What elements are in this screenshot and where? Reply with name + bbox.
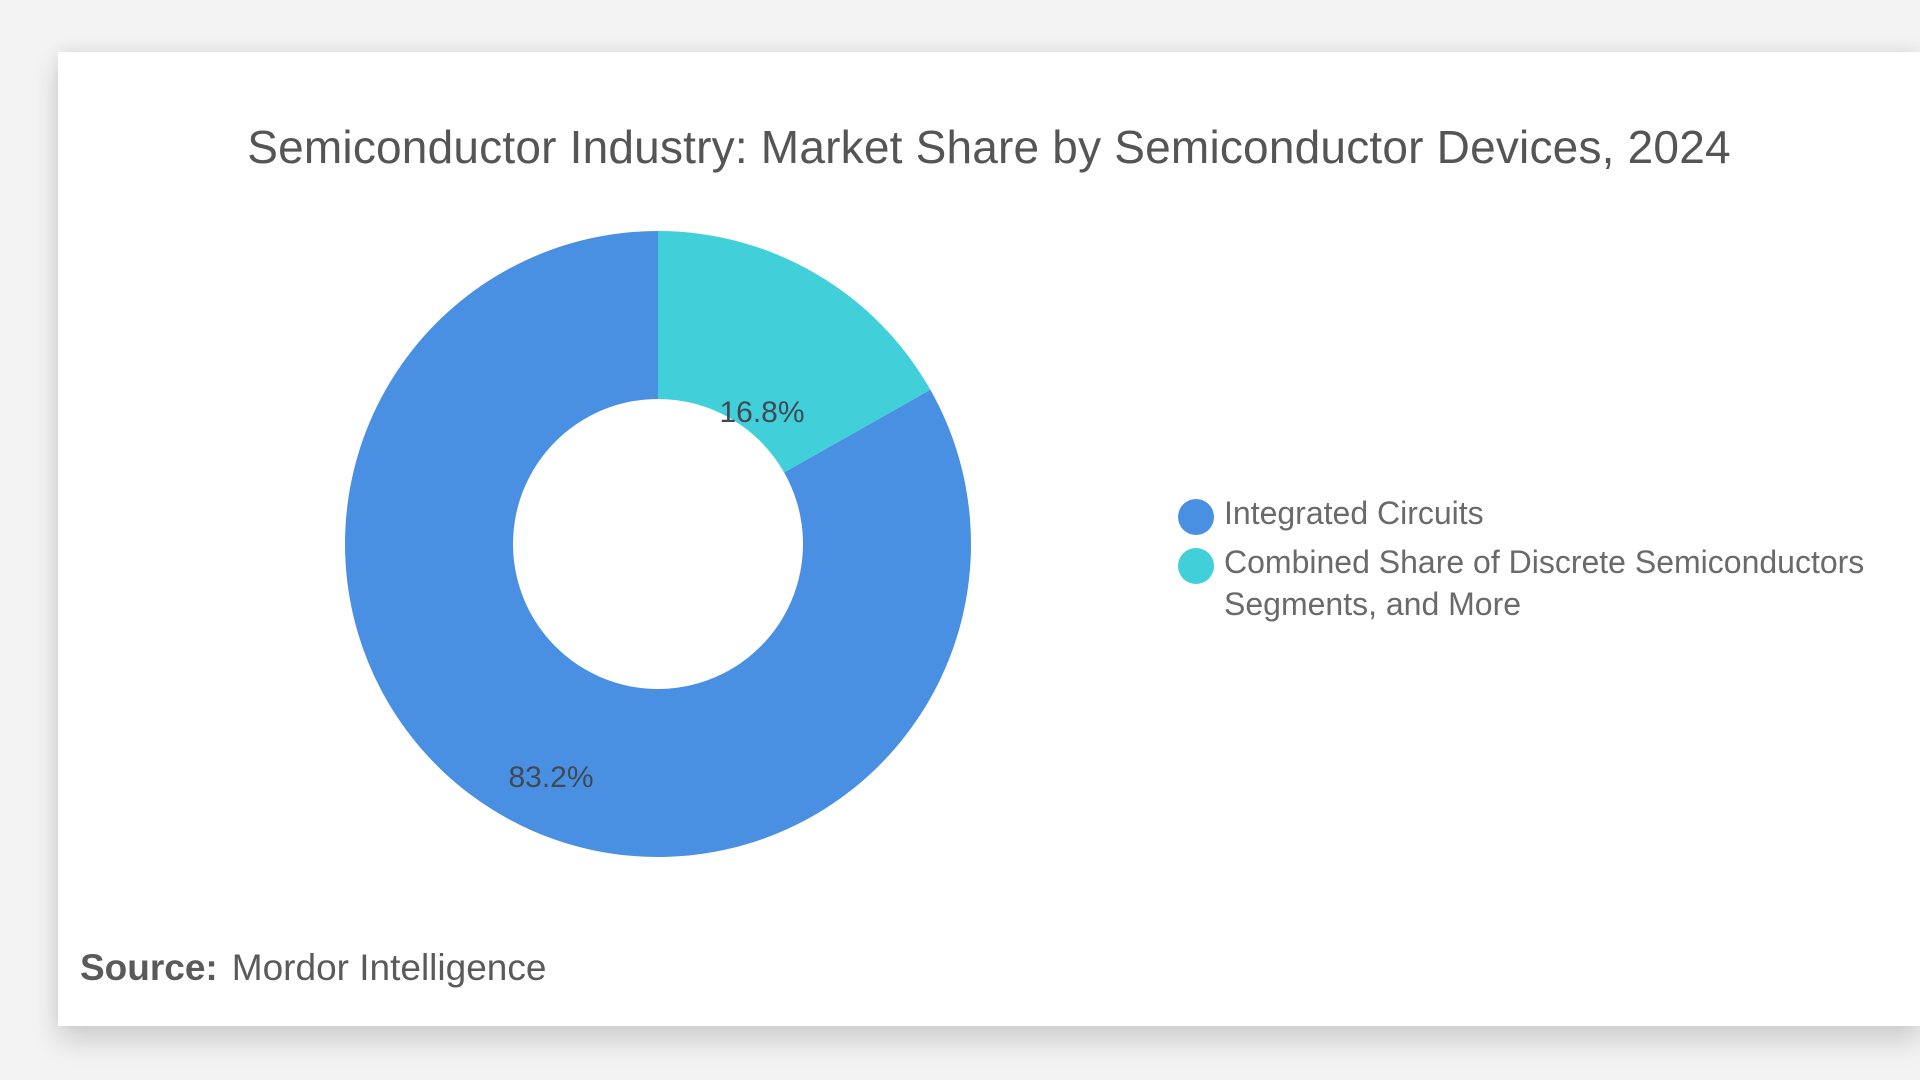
slice-label-integrated-circuits: 83.2% xyxy=(508,761,593,794)
source-key: Source: xyxy=(80,947,218,988)
legend-swatch-discrete xyxy=(1178,548,1214,584)
slice-label-discrete: 16.8% xyxy=(719,396,804,429)
slice-integrated-circuits[interactable] xyxy=(344,231,972,857)
legend-swatch-integrated-circuits xyxy=(1178,499,1214,535)
donut-chart: 16.8% 83.2% xyxy=(344,231,972,857)
slice-discrete[interactable] xyxy=(658,231,931,473)
source-value: Mordor Intelligence xyxy=(231,947,547,988)
legend-label-integrated-circuits: Integrated Circuits xyxy=(1224,495,1484,531)
legend-item-discrete[interactable]: Combined Share of Discrete Semiconductor… xyxy=(1178,541,1898,625)
chart-title: Semiconductor Industry: Market Share by … xyxy=(247,121,1731,173)
legend-label-discrete: Combined Share of Discrete Semiconductor… xyxy=(1224,544,1865,622)
source-note: Source: Mordor Intelligence xyxy=(80,947,546,989)
chart-card: Semiconductor Industry: Market Share by … xyxy=(58,52,1920,1026)
legend-item-integrated-circuits[interactable]: Integrated Circuits xyxy=(1178,492,1898,535)
legend: Integrated Circuits Combined Share of Di… xyxy=(1178,492,1898,631)
